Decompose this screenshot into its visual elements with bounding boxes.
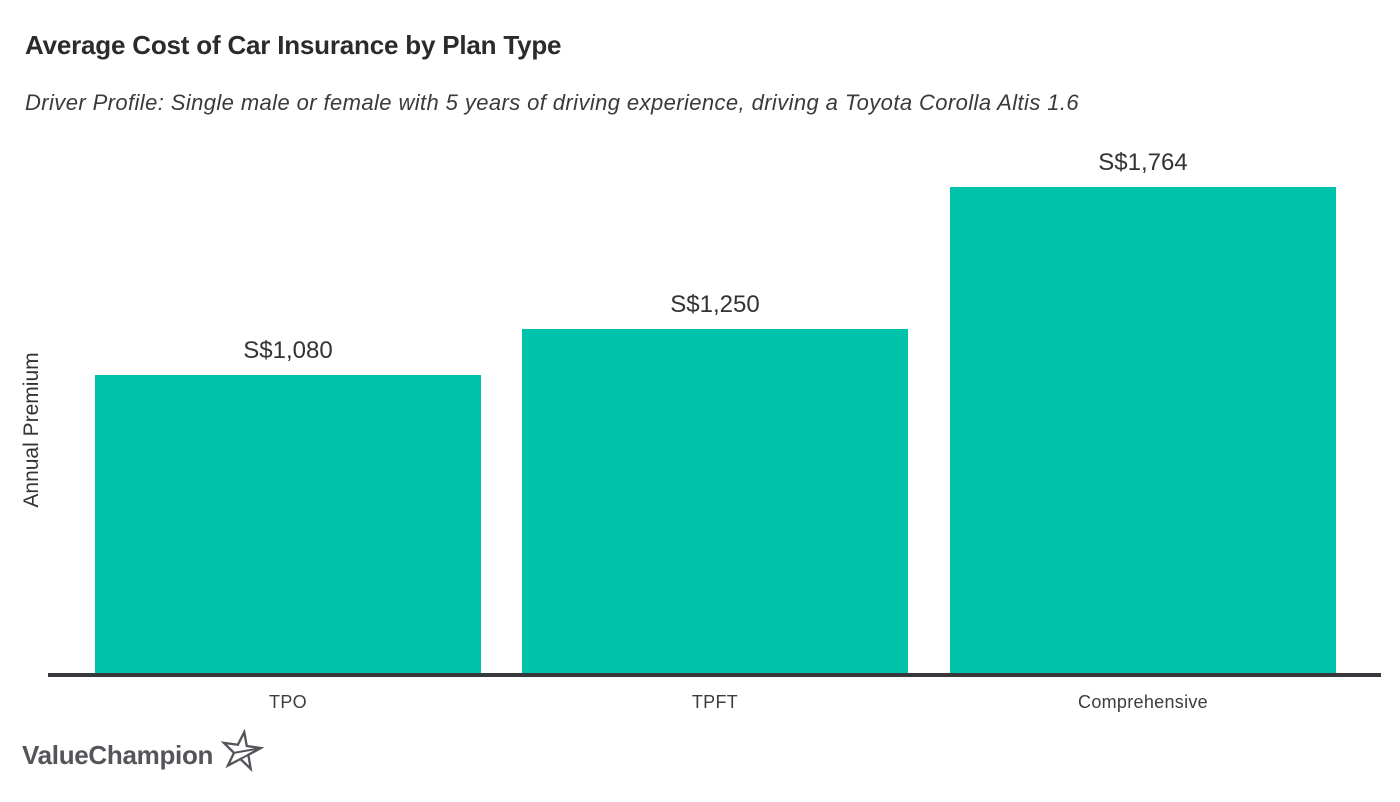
bar-group-comprehensive: S$1,764 Comprehensive <box>950 149 1336 712</box>
chart-subtitle: Driver Profile: Single male or female wi… <box>25 90 1080 115</box>
bar-value-label: S$1,764 <box>1098 149 1188 176</box>
bar-tpo <box>95 375 481 673</box>
x-axis-tick-label: TPO <box>269 692 307 712</box>
bar-group-tpo: S$1,080 TPO <box>95 337 481 712</box>
valuechampion-logo: ValueChampion <box>22 728 265 778</box>
y-axis-label: Annual Premium <box>20 352 43 508</box>
chart-title: Average Cost of Car Insurance by Plan Ty… <box>25 30 562 60</box>
star-outline-icon <box>218 728 265 778</box>
x-axis-line <box>48 673 1381 677</box>
bar-group-tpft: S$1,250 TPFT <box>522 291 908 712</box>
logo-text: ValueChampion <box>22 740 214 770</box>
bar-value-label: S$1,080 <box>243 337 333 364</box>
x-axis-tick-label: TPFT <box>691 692 739 712</box>
x-axis-tick-label: Comprehensive <box>1078 692 1208 712</box>
bar-tpft <box>522 329 908 673</box>
bar-value-label: S$1,250 <box>670 291 760 318</box>
bar-comprehensive <box>950 187 1336 673</box>
